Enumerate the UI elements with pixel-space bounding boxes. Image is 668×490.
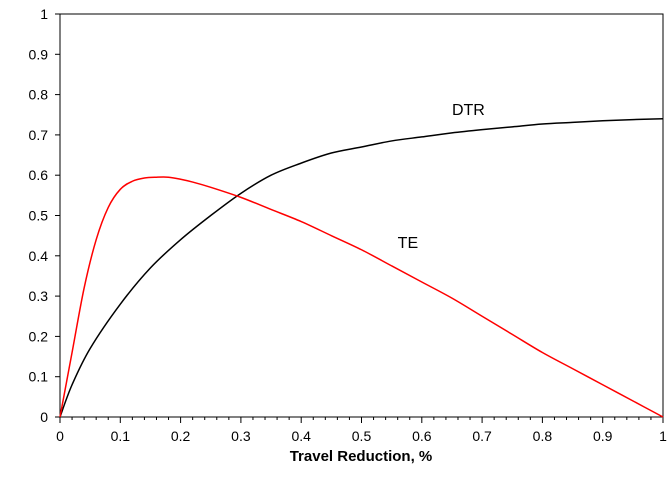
y-tick-label: 0.5 — [29, 208, 49, 224]
x-tick-label: 0.6 — [412, 428, 432, 444]
y-tick-label: 0.7 — [29, 127, 49, 143]
x-tick-label: 0.4 — [291, 428, 311, 444]
y-tick-label: 0 — [40, 409, 48, 425]
x-tick-label: 0.9 — [593, 428, 613, 444]
x-tick-label: 0.7 — [472, 428, 492, 444]
y-tick-label: 0.9 — [29, 46, 49, 62]
x-tick-label: 0.1 — [111, 428, 131, 444]
series-labels: DTR TE — [398, 102, 485, 252]
series-label-te: TE — [398, 235, 418, 252]
plot-area-border — [59, 13, 664, 418]
ticks: 0 0.1 0.2 0.3 0.4 0.5 0.6 0.7 0.8 0.9 1 0 0.1 0.2 0.3 0… — [29, 6, 668, 444]
y-tick-label: 0.3 — [29, 288, 49, 304]
series-line-te — [59, 176, 664, 418]
x-tick-label: 0.2 — [171, 428, 191, 444]
y-tick-label: 0.4 — [29, 248, 49, 264]
x-axis-title: Travel Reduction, % — [290, 448, 433, 465]
y-tick-label: 0.2 — [29, 328, 49, 344]
x-tick-label: 0.8 — [533, 428, 553, 444]
series-lines — [59, 118, 664, 418]
x-tick-label: 0 — [56, 428, 64, 444]
y-tick-label: 1 — [40, 6, 48, 22]
x-tick-label: 0.5 — [352, 428, 372, 444]
y-tick-label: 0.8 — [29, 87, 49, 103]
series-label-dtr: DTR — [452, 102, 485, 119]
y-tick-label: 0.1 — [29, 369, 49, 385]
axes — [59, 13, 664, 418]
series-line-dtr — [59, 118, 664, 418]
x-tick-label: 1 — [659, 428, 667, 444]
y-tick-label: 0.6 — [29, 167, 49, 183]
x-tick-label: 0.3 — [231, 428, 251, 444]
